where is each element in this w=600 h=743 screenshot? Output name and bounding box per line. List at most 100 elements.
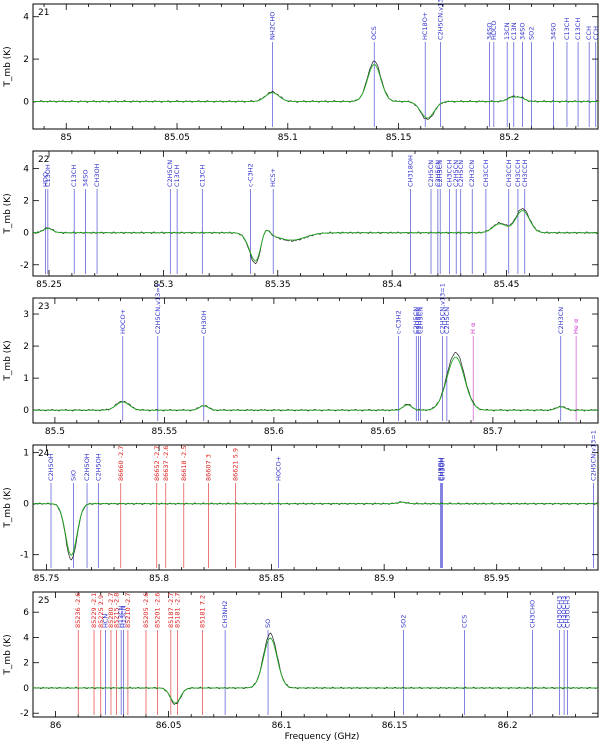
line-label: CH3OH	[200, 310, 208, 334]
y-tick-label: 0	[23, 229, 29, 239]
x-tick-label: 85	[61, 133, 72, 143]
y-axis-label: T_mb (K)	[3, 46, 13, 87]
line-label: C13CH	[574, 18, 582, 40]
panel-22: 22 T_mb (K) 85.25 85.3 85.35 85.4 85.45 -2 0 2 4 HD…	[3, 150, 599, 290]
x-tick-label: 85.05	[164, 133, 190, 143]
line-label: CH3OH	[436, 457, 444, 481]
line-label: NH2CHO	[268, 12, 276, 40]
x-tick-label: 86	[50, 721, 62, 731]
x-axis-label: Frequency (GHz)	[285, 732, 360, 742]
observed-spectrum	[32, 501, 599, 561]
y-tick-label: 0	[23, 406, 29, 416]
line-label: HDCO	[490, 20, 498, 40]
panel-frame	[32, 3, 599, 130]
line-label: CCH	[585, 26, 593, 40]
y-tick-label: 2	[23, 342, 29, 352]
line-label: SO2	[400, 615, 408, 628]
line-label: C2H5CN	[412, 307, 420, 334]
model-spectrum	[33, 63, 598, 119]
observed-spectrum	[32, 60, 599, 120]
x-tick-label: 85.5	[45, 427, 65, 437]
y-tick-label: 2	[23, 197, 29, 207]
line-label: C2H5CN	[417, 307, 425, 334]
x-tick-label: 85.3	[153, 280, 173, 290]
line-label: CH3OH	[439, 457, 447, 481]
line-label: 85181 7.2	[199, 595, 207, 628]
line-label: SiO	[70, 470, 78, 481]
line-label: 86607 3	[205, 454, 213, 481]
line-label: H α	[469, 323, 477, 334]
line-label: 85215 -2.8	[113, 593, 121, 628]
x-tick-label: 85.55	[152, 427, 178, 437]
x-tick-label: 85.2	[499, 133, 519, 143]
line-label: 86637 -2.6	[162, 446, 170, 481]
line-label: CH3CCH	[445, 159, 453, 187]
panel-number: 24	[38, 449, 50, 459]
x-tick-label: 85.1	[278, 133, 298, 143]
x-tick-label: 85.9	[374, 574, 394, 584]
line-label: C2H5CN,v13=1	[589, 430, 597, 481]
line-label: H13CN	[119, 605, 127, 628]
y-tick-label: -1	[20, 551, 29, 561]
observed-spectrum	[32, 352, 599, 412]
line-label: 85205 -2.6	[142, 593, 150, 628]
panel-number: 25	[38, 596, 49, 606]
line-label: 85229 -2.1	[90, 593, 98, 628]
line-label: C2H5CN	[434, 160, 442, 187]
model-spectrum	[33, 501, 598, 556]
line-label: C2H3CN	[468, 160, 476, 187]
line-label: CH3CHO	[528, 600, 536, 628]
line-label: CH3CCH	[482, 159, 490, 187]
x-tick-label: 86.1	[272, 721, 292, 731]
model-spectrum	[32, 210, 598, 262]
line-label: 34SO	[519, 22, 527, 40]
x-tick-label: 86.2	[498, 721, 518, 731]
y-tick-label: 2	[23, 659, 29, 669]
y-tick-label: 1	[23, 374, 29, 384]
line-label: HOCO+	[274, 456, 282, 481]
line-label: CH3OH	[438, 457, 446, 481]
line-label: HCN	[101, 614, 109, 628]
line-label: 34SO	[485, 22, 493, 40]
line-label: C2H5CN	[452, 160, 460, 187]
line-label: 85201 -2.6	[153, 593, 161, 628]
panel-frame	[32, 297, 599, 424]
line-label: CH3NH2	[221, 601, 229, 628]
y-tick-label: 4	[23, 165, 29, 175]
observed-spectrum	[32, 208, 599, 265]
line-label: C2H5CN	[443, 307, 451, 334]
y-tick-label: 1	[23, 449, 29, 459]
x-tick-label: 85.4	[382, 280, 402, 290]
panel-25: 25 T_mb (K) 86 86.05 86.1 86.15 86.2 -2 0 2 4 6 8523…	[3, 591, 599, 731]
line-label: c-C3H2	[246, 163, 254, 187]
line-label: C13N	[510, 22, 518, 40]
line-label: C2H5OH	[94, 453, 102, 481]
y-tick-label: 4	[23, 13, 29, 23]
line-label: CH3CCH	[521, 159, 529, 187]
x-tick-label: 86.05	[156, 721, 182, 731]
line-label: HCS+	[269, 168, 277, 187]
y-axis-label: T_mb (K)	[3, 487, 13, 528]
line-label: CH318OH	[406, 155, 414, 187]
panel-frame	[32, 150, 599, 277]
line-label: C2H5CN	[414, 307, 422, 334]
x-tick-label: 85.85	[259, 574, 285, 584]
y-axis-label: T_mb (K)	[3, 340, 13, 381]
line-label: 86652 -2.7	[153, 446, 161, 481]
line-label: C13CH	[563, 18, 571, 40]
line-label: C2H5CN,v13=1	[154, 283, 162, 334]
line-label: 13CN	[503, 22, 511, 40]
line-label: 34SO	[82, 169, 90, 187]
line-label: CH3OH	[93, 163, 101, 187]
model-spectrum	[33, 356, 598, 411]
line-label: 85236 -2.6	[74, 593, 82, 628]
x-tick-label: 85.7	[483, 427, 503, 437]
line-label: CCH	[592, 26, 600, 40]
line-label: H13CN	[117, 605, 125, 628]
line-label: 85181 -2.7	[174, 593, 182, 628]
x-tick-label: 85.45	[494, 280, 520, 290]
x-tick-label: 85.35	[265, 280, 291, 290]
line-label: 85187 -2.7	[167, 593, 175, 628]
line-label: C13CH	[70, 165, 78, 187]
